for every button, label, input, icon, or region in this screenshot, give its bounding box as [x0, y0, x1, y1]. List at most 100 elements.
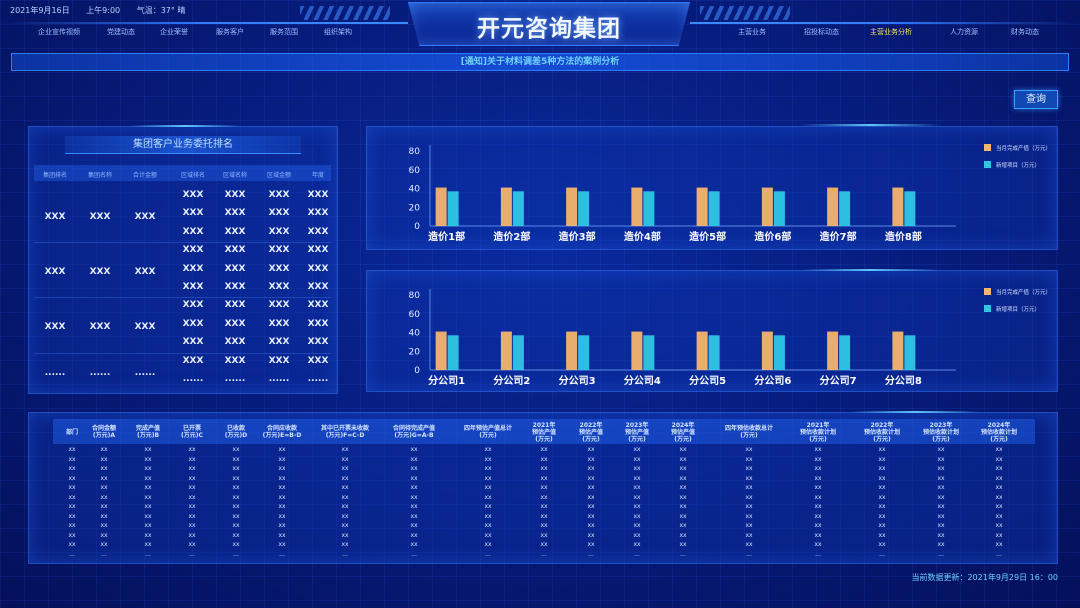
finance-cell: xx [995, 531, 1003, 539]
finance-col-header-line: (万元) [809, 435, 827, 443]
nav-item-promo-video[interactable]: 企业宣传视频 [38, 28, 80, 36]
bar [761, 331, 773, 370]
ranking-region-cell: XXX [307, 226, 329, 237]
ranking-group-cell: XXX [134, 266, 156, 277]
finance-cell: xx [878, 455, 886, 463]
query-button[interactable]: 查询 [1014, 90, 1058, 109]
finance-cell: xx [232, 455, 240, 463]
finance-cell: xx [278, 455, 286, 463]
datetime-bar: 2021年9月16日 上午9:00 气温：37° 晴 [10, 5, 199, 16]
finance-cell: xx [188, 474, 196, 482]
nav-item-service-scope[interactable]: 服务范围 [270, 28, 298, 36]
finance-cell: xx [814, 541, 822, 548]
finance-cell: xx [410, 446, 418, 453]
nav-item-business-analysis[interactable]: 主营业务分析 [870, 28, 912, 36]
y-tick-label: 0 [414, 366, 420, 376]
finance-cell: xx [188, 484, 196, 491]
ranking-region-cell: XXX [307, 337, 329, 348]
ranking-region-cell: XXX [224, 318, 246, 329]
finance-cell: xx [278, 493, 286, 501]
bar [566, 187, 578, 226]
chart-panel-glow-2 [800, 269, 940, 271]
finance-table-header-bg [53, 419, 1035, 444]
finance-cell: xx [278, 474, 286, 482]
finance-cell: xx [679, 484, 687, 491]
y-tick-label: 20 [409, 203, 421, 213]
nav-item-org-structure[interactable]: 组织架构 [324, 28, 352, 36]
finance-cell: xx [341, 531, 349, 539]
nav-item-hr[interactable]: 人力资源 [950, 28, 978, 36]
finance-cell: xx [188, 503, 196, 510]
finance-cell: xx [100, 522, 108, 529]
finance-cell: xx [995, 465, 1003, 472]
finance-cell: xx [745, 522, 753, 529]
finance-cell: xx [144, 455, 152, 463]
finance-cell: xx [937, 503, 945, 510]
finance-col-header-line: 合同待完成产值 [392, 425, 435, 432]
finance-col-header: 合同待完成产值 (万元)G=A-B [381, 425, 447, 439]
nav-item-honors[interactable]: 企业荣誉 [160, 28, 188, 36]
nav-item-finance[interactable]: 财务动态 [1011, 28, 1039, 36]
finance-cell: xx [679, 503, 687, 510]
finance-cell: xx [633, 455, 641, 463]
bar [447, 191, 459, 226]
bar [696, 187, 708, 226]
ranking-group-cell: XXX [134, 211, 156, 222]
finance-cell: xx [814, 531, 822, 539]
finance-col-header-line: 预估收款计划 [922, 428, 959, 436]
finance-cell: xx [633, 474, 641, 482]
finance-cell: xx [188, 541, 196, 548]
finance-col-header: 2021年 预估收款计划 (万元) [790, 422, 846, 443]
finance-cell: xx [144, 484, 152, 491]
ranking-region-cell: XXX [307, 190, 329, 200]
ranking-region-cell: XXX [307, 245, 329, 256]
ranking-col-header: 区域排名 [180, 172, 205, 179]
finance-cell: xx [633, 465, 641, 472]
ranking-region-cell: XXX [268, 208, 290, 219]
finance-cell: ... [485, 550, 491, 558]
ranking-title: 集团客户业务委托排名 [65, 136, 301, 154]
ranking-region-cell: XXX [268, 300, 290, 311]
notice-bar[interactable]: [通知]关于材料调差5种方法的案例分析 [11, 53, 1069, 71]
bar [578, 191, 590, 226]
finance-cell: xx [587, 512, 595, 520]
bar [904, 191, 916, 226]
finance-cell: xx [679, 541, 687, 548]
finance-cell: xx [878, 446, 886, 453]
legend-label: 新增项目（万元） [996, 161, 1040, 169]
finance-cell: xx [232, 512, 240, 520]
x-tick-label: 造价6部 [754, 230, 791, 243]
ranking-region-cell: XXX [224, 245, 246, 256]
finance-cell: xx [232, 531, 240, 539]
finance-cell: xx [540, 512, 548, 520]
nav-item-party-news[interactable]: 党建动态 [107, 28, 135, 36]
finance-col-header: 2021年 预估产值 (万元) [522, 422, 566, 443]
finance-cell: xx [144, 493, 152, 501]
x-tick-label: 造价1部 [428, 230, 465, 243]
finance-cell: xx [410, 541, 418, 548]
header-stripe-left [300, 6, 390, 20]
finance-cell: xx [937, 474, 945, 482]
ranking-region-cell: ...... [268, 374, 290, 384]
ranking-group-cell: XXX [44, 266, 66, 277]
finance-col-header-line: (万元)B [136, 432, 160, 439]
nav-item-clients[interactable]: 服务客户 [216, 28, 244, 36]
finance-cell: xx [540, 531, 548, 539]
y-tick-label: 40 [409, 185, 421, 195]
nav-item-main-business[interactable]: 主营业务 [738, 28, 766, 36]
finance-col-header-line: (万元) [932, 435, 950, 443]
finance-cell: xx [100, 474, 108, 482]
finance-cell: xx [679, 522, 687, 529]
x-tick-label: 分公司5 [689, 374, 726, 387]
finance-cell: xx [995, 493, 1003, 501]
nav-item-bidding[interactable]: 招投标动态 [804, 28, 839, 36]
finance-col-header-line: (万元) [674, 435, 692, 443]
finance-cell: xx [410, 522, 418, 529]
finance-col-header-line: 部门 [65, 428, 78, 436]
finance-col-header-line: 2024年 [671, 421, 695, 429]
bar [643, 335, 655, 370]
finance-cell: xx [814, 512, 822, 520]
header [0, 0, 1080, 46]
ranking-col-header: 年度 [311, 172, 324, 179]
bar [773, 335, 785, 370]
